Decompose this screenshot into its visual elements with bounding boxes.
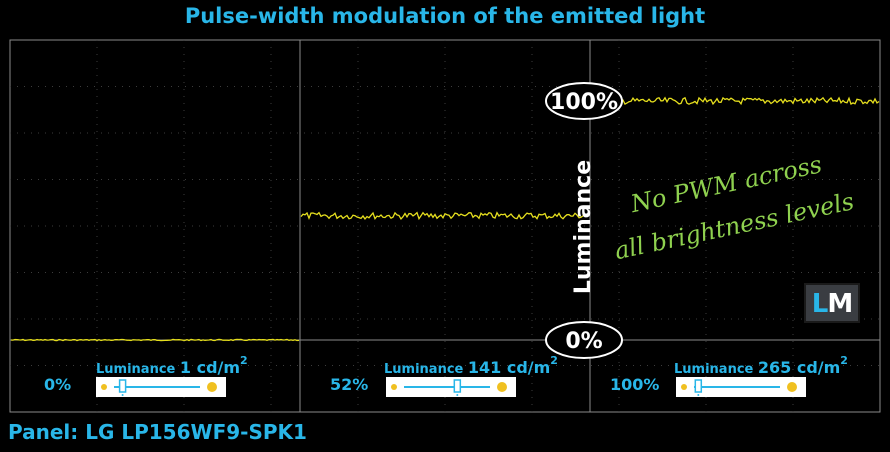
brightness-setting: 100% (610, 375, 659, 394)
lm-logo: LM (804, 283, 860, 323)
marker-100-label: 100% (550, 90, 618, 115)
marker-0-ellipse (545, 321, 623, 359)
sun-small-icon (101, 384, 107, 390)
luminance-word: Luminance (384, 362, 468, 377)
marker-100: 100% (545, 82, 623, 120)
signal-trace-1 (10, 338, 300, 342)
luminance-unit-sup: 2 (840, 354, 848, 367)
signal-trace-2 (300, 211, 590, 221)
luminance-word: Luminance (96, 362, 180, 377)
luminance-value: 265 cd/m (758, 358, 840, 377)
segment-caption-2: 52% Luminance 141 cd/m2 (330, 354, 558, 397)
brightness-setting: 52% (330, 375, 368, 394)
sun-large-icon (207, 382, 217, 392)
grid (10, 40, 880, 412)
sun-small-icon (391, 384, 397, 390)
panel-label: Panel: LG LP156WF9-SPK1 (8, 420, 307, 444)
luminance-unit-sup: 2 (240, 354, 248, 367)
slider-thumb (453, 379, 462, 393)
brightness-setting: 0% (44, 375, 71, 394)
luminance-label: Luminance 265 cd/m2 (674, 354, 848, 377)
chart-title: Pulse-width modulation of the emitted li… (184, 4, 706, 28)
luminance-value: 141 cd/m (468, 358, 550, 377)
slider-dot (121, 394, 124, 396)
marker-100-ellipse (545, 82, 623, 120)
slider-thumb (118, 379, 127, 393)
luminance-label: Luminance 141 cd/m2 (384, 354, 558, 377)
signal-trace-3 (590, 96, 880, 106)
marker-0: 0% (545, 321, 623, 359)
slider-thumb (694, 379, 703, 393)
luminance-word: Luminance (674, 362, 758, 377)
slider-dot (697, 394, 700, 396)
sun-large-icon (497, 382, 507, 392)
segment-caption-3: 100% Luminance 265 cd/m2 (610, 354, 848, 397)
luminance-unit-sup: 2 (550, 354, 558, 367)
marker-0-label: 0% (565, 329, 602, 354)
slider-dot (456, 394, 459, 396)
sun-large-icon (787, 382, 797, 392)
sun-small-icon (681, 384, 687, 390)
luminance-value: 1 cd/m (180, 358, 240, 377)
y-axis-label: Luminance (571, 160, 596, 294)
luminance-label: Luminance 1 cd/m2 (96, 354, 248, 377)
segment-caption-1: 0% Luminance 1 cd/m2 (44, 354, 248, 397)
